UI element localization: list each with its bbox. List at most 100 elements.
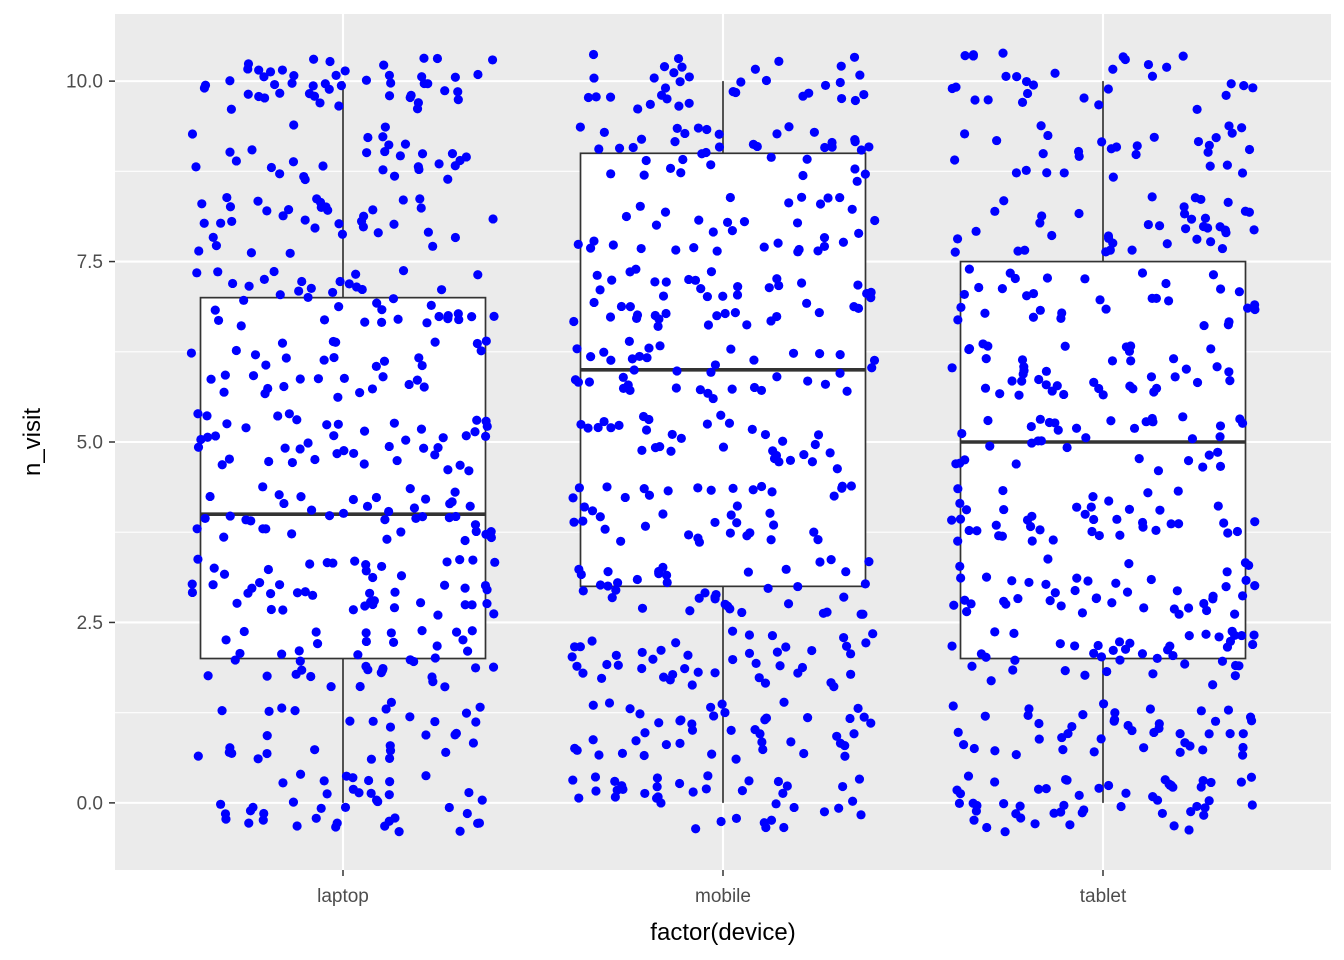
point-laptop [460,535,470,546]
point-laptop [353,650,363,660]
point-mobile [720,707,730,718]
point-tablet [990,777,1000,787]
point-laptop [225,76,235,86]
point-laptop [423,227,433,237]
point-tablet [1048,535,1058,545]
point-laptop [361,566,371,576]
y-axis-title: n_visit [19,408,46,476]
point-laptop [296,492,306,502]
point-tablet [1181,224,1191,234]
point-laptop [292,821,302,831]
point-tablet [1237,418,1248,428]
point-tablet [1222,567,1232,577]
point-mobile [633,104,643,114]
point-tablet [963,771,974,781]
point-tablet [1172,586,1182,596]
point-tablet [1102,666,1112,677]
point-laptop [266,589,276,599]
point-mobile [595,580,606,590]
point-tablet [1208,594,1218,604]
point-laptop [230,655,240,665]
point-laptop [366,754,377,764]
point-mobile [706,160,716,170]
point-tablet [1059,389,1069,400]
point-tablet [1012,72,1022,82]
point-laptop [467,312,477,322]
point-mobile [675,738,685,749]
point-tablet [1175,729,1185,739]
point-tablet [997,531,1008,541]
point-tablet [1103,780,1114,791]
point-tablet [1034,718,1044,729]
point-mobile [612,578,623,588]
point-tablet [1151,383,1162,393]
point-laptop [428,241,438,251]
point-tablet [1116,801,1126,812]
points [186,48,1260,837]
point-mobile [869,355,880,365]
point-tablet [1154,221,1165,231]
point-mobile [835,368,845,378]
point-tablet [967,661,977,671]
point-tablet [1145,704,1156,714]
point-mobile [756,385,767,396]
point-tablet [955,458,965,468]
point-tablet [1080,670,1090,680]
x-axis-title: factor(device) [650,919,795,946]
point-tablet [948,701,958,711]
point-mobile [856,810,866,820]
point-tablet [999,799,1009,809]
point-tablet [1146,372,1157,382]
point-tablet [995,389,1005,399]
point-tablet [1202,605,1212,616]
point-tablet [1249,630,1259,640]
point-laptop [306,283,316,294]
point-laptop [350,556,360,566]
point-mobile [853,703,863,713]
point-tablet [974,282,984,293]
point-laptop [384,441,394,452]
point-tablet [1062,442,1072,453]
point-tablet [1168,354,1179,364]
point-tablet [1186,214,1197,224]
point-tablet [1152,795,1163,805]
point-laptop [202,411,212,421]
point-tablet [990,627,1000,637]
point-laptop [414,353,424,363]
point-tablet [1178,51,1188,61]
point-tablet [1115,655,1125,665]
point-tablet [1098,390,1108,400]
point-mobile [602,482,612,492]
point-tablet [1109,714,1120,725]
point-tablet [1208,270,1219,280]
point-tablet [1204,729,1214,739]
point-laptop [253,196,263,206]
point-mobile [684,98,694,108]
point-laptop [415,194,425,204]
point-mobile [576,419,586,430]
point-laptop [312,639,323,649]
point-laptop [381,704,391,714]
point-mobile [758,744,768,755]
point-mobile [621,211,632,222]
point-mobile [618,784,628,795]
point-mobile [569,316,579,327]
point-mobile [690,275,701,285]
point-laptop [432,641,442,651]
point-laptop [316,202,326,212]
point-laptop [368,716,378,726]
point-laptop [205,491,215,502]
point-laptop [333,392,343,402]
point-tablet [953,315,963,325]
point-tablet [955,498,965,508]
point-tablet [1239,81,1249,91]
point-tablet [1196,706,1206,716]
point-mobile [675,77,685,87]
point-laptop [434,311,444,322]
point-laptop [434,159,444,169]
point-mobile [710,668,720,678]
point-tablet [1124,559,1134,569]
point-mobile [602,659,612,670]
point-mobile [603,581,613,591]
point-laptop [362,148,372,158]
